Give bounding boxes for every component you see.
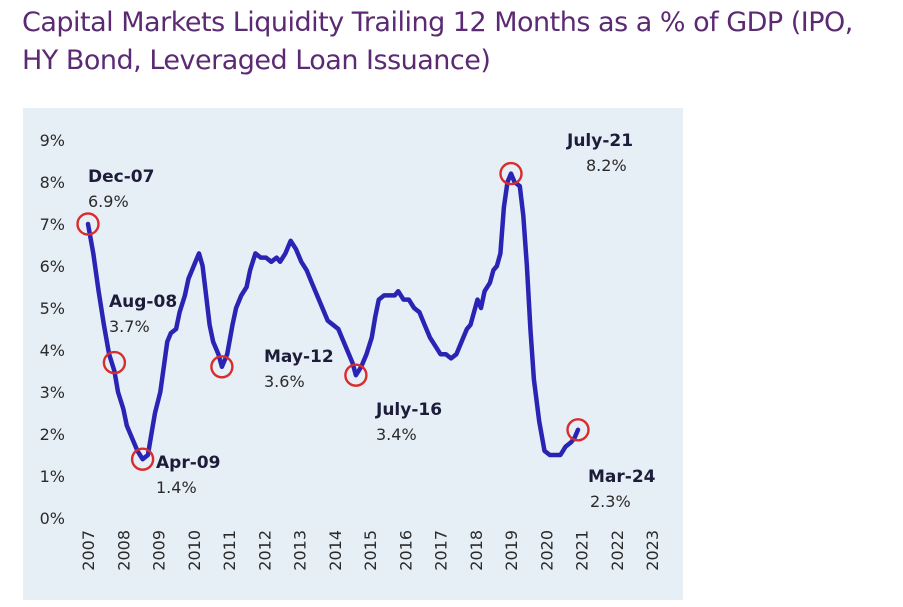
x-tick-label: 2010 <box>185 530 204 571</box>
x-tick-label: 2014 <box>326 530 345 571</box>
y-axis: 0% 1% 2% 3% 4% 5% 6% 7% 8% 9% <box>40 131 65 528</box>
x-tick-label: 2008 <box>114 530 133 571</box>
annotation-marker <box>210 355 234 379</box>
annotation-label: July-21 <box>566 131 633 151</box>
annotation-label: Aug-08 <box>109 292 177 312</box>
annotation-value: 8.2% <box>586 156 627 175</box>
chart-title: Capital Markets Liquidity Trailing 12 Mo… <box>22 7 853 76</box>
x-tick-label: 2015 <box>361 530 380 571</box>
x-tick-label: 2016 <box>396 530 415 571</box>
x-tick-label: 2022 <box>608 530 627 571</box>
x-tick-label: 2013 <box>291 530 310 571</box>
annotation-value: 2.3% <box>590 492 631 511</box>
annotation-value: 1.4% <box>156 478 197 497</box>
x-tick-label: 2017 <box>432 530 451 571</box>
annotation-marker <box>566 418 590 442</box>
x-tick-label: 2019 <box>502 530 521 571</box>
y-tick-label: 0% <box>40 509 65 528</box>
annotation-label: July-16 <box>375 400 442 420</box>
x-tick-label: 2023 <box>643 530 662 571</box>
x-tick-label: 2021 <box>573 530 592 571</box>
annotation-value: 3.4% <box>376 425 417 444</box>
annotation-marker <box>102 350 127 375</box>
annotation-marker <box>130 447 155 471</box>
annotation-marker <box>499 161 523 186</box>
x-tick-label: 2009 <box>150 530 169 571</box>
annotation-label: Mar-24 <box>588 467 656 487</box>
y-tick-label: 8% <box>40 173 65 192</box>
x-tick-label: 2020 <box>537 530 556 571</box>
y-tick-label: 4% <box>40 341 65 360</box>
y-tick-label: 2% <box>40 425 65 444</box>
x-tick-label: 2011 <box>220 530 239 571</box>
annotation-label: Dec-07 <box>88 167 154 187</box>
annotation-value: 3.6% <box>264 372 305 391</box>
x-tick-label: 2007 <box>79 530 98 571</box>
annotation-value: 6.9% <box>88 192 129 211</box>
series-line <box>85 171 581 462</box>
y-tick-label: 1% <box>40 467 65 486</box>
annotation-marker <box>76 212 100 236</box>
y-tick-label: 3% <box>40 383 65 402</box>
annotations: Dec-07 6.9% Aug-08 3.7% Apr-09 1.4% May-12 3.6%… <box>76 131 656 511</box>
x-axis: 2007 2008 2009 2010 2011 2012 2013 2014 2015 2016… <box>79 530 662 571</box>
y-tick-label: 5% <box>40 299 65 318</box>
annotation-label: May-12 <box>264 347 334 367</box>
y-tick-label: 6% <box>40 257 65 276</box>
annotation-value: 3.7% <box>109 317 150 336</box>
x-tick-label: 2012 <box>255 530 274 571</box>
y-tick-label: 9% <box>40 131 65 150</box>
x-tick-label: 2018 <box>467 530 486 571</box>
annotation-label: Apr-09 <box>156 453 220 473</box>
annotation-marker <box>344 363 368 387</box>
y-tick-label: 7% <box>40 215 65 234</box>
chart-panel <box>23 108 683 600</box>
